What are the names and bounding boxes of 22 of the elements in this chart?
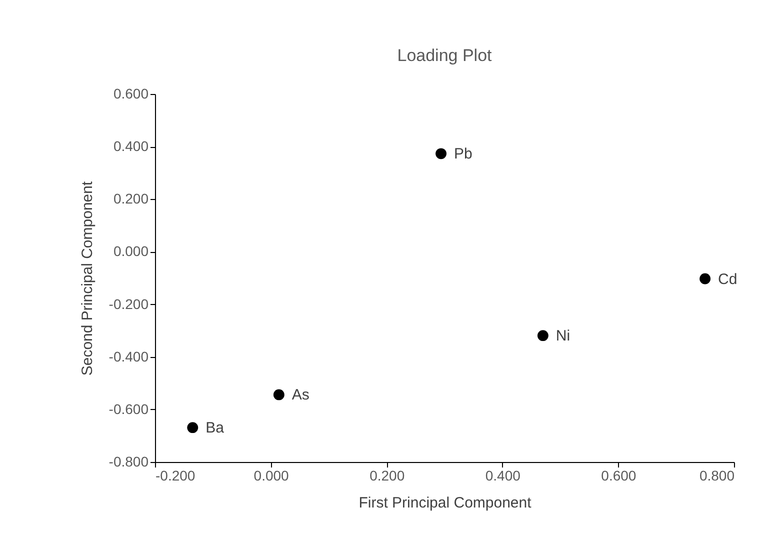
y-tick-label: 0.000 [113, 243, 149, 260]
x-tick-label: 0.200 [370, 468, 405, 484]
annotation: Ni [556, 328, 570, 345]
x-tick-label: -0.200 [156, 468, 196, 484]
x-tick-label: 0.000 [254, 468, 290, 484]
annotation: Pb [454, 146, 472, 163]
y-tick-label: -0.600 [108, 400, 149, 417]
y-tick-label: -0.200 [108, 296, 149, 312]
y-tick-label: 0.600 [113, 86, 149, 102]
y-tick-label: -0.800 [108, 454, 149, 470]
x-tick-label: 0.800 [699, 468, 735, 484]
annotation: Cd [718, 270, 738, 288]
x-axis-title: First Principal Component [358, 494, 532, 512]
x-tick-label: 0.400 [485, 468, 521, 484]
y-tick-label: 0.200 [113, 190, 149, 207]
y-tick-label: 0.400 [113, 138, 149, 154]
annotation: Ba [206, 420, 225, 437]
x-tick-label: 0.600 [601, 468, 636, 484]
y-axis-title: Second Principal Component [78, 180, 96, 376]
y-tick-label: -0.400 [108, 348, 149, 364]
chart-title: Loading Plot [397, 46, 492, 65]
annotation: As [292, 386, 310, 404]
